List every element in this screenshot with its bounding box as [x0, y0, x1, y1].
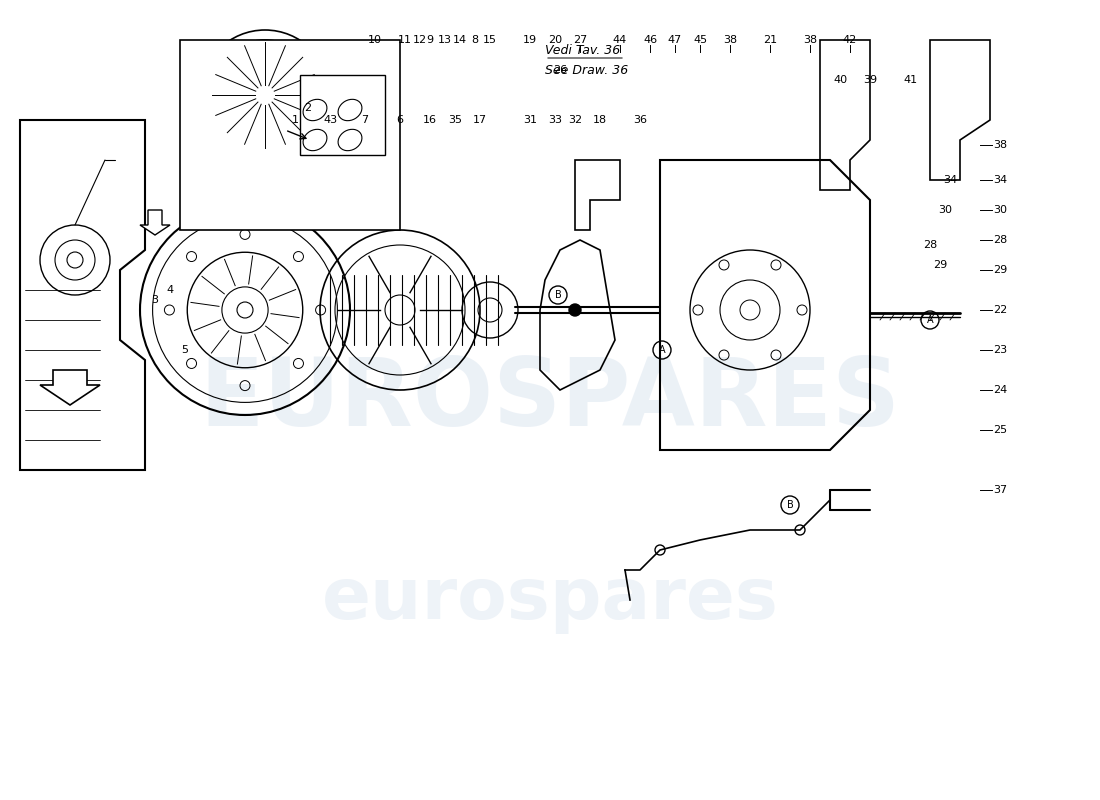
Text: 34: 34: [943, 175, 957, 185]
Text: 37: 37: [993, 485, 1008, 495]
Text: 25: 25: [993, 425, 1008, 435]
Text: 4: 4: [166, 285, 174, 295]
Text: 38: 38: [723, 35, 737, 45]
Text: 26: 26: [553, 65, 568, 75]
Text: 10: 10: [368, 35, 382, 45]
Bar: [180, 40, 400, 230]
Text: EUROSPARES: EUROSPARES: [199, 354, 901, 446]
Text: 33: 33: [548, 115, 562, 125]
Text: 31: 31: [522, 115, 537, 125]
Text: 30: 30: [993, 205, 1007, 215]
Text: See Draw. 36: See Draw. 36: [544, 63, 628, 77]
Text: 20: 20: [548, 35, 562, 45]
Text: 8: 8: [472, 35, 478, 45]
Text: A: A: [659, 345, 666, 355]
Text: 36: 36: [632, 115, 647, 125]
Text: 23: 23: [993, 345, 1008, 355]
Text: B: B: [786, 500, 793, 510]
Text: 43: 43: [323, 115, 337, 125]
Text: 24: 24: [993, 385, 1008, 395]
Text: 2: 2: [305, 103, 311, 113]
Text: 19: 19: [522, 35, 537, 45]
Text: 35: 35: [448, 115, 462, 125]
Text: 34: 34: [993, 175, 1008, 185]
Text: 28: 28: [923, 240, 937, 250]
Text: 1: 1: [292, 115, 298, 125]
Text: 11: 11: [398, 35, 412, 45]
Text: 47: 47: [668, 35, 682, 45]
Text: 45: 45: [693, 35, 707, 45]
Text: 12: 12: [412, 35, 427, 45]
Text: 17: 17: [473, 115, 487, 125]
Text: 30: 30: [938, 205, 952, 215]
Text: 29: 29: [993, 265, 1008, 275]
Circle shape: [569, 304, 581, 316]
Text: A: A: [926, 315, 933, 325]
Bar: [300, 75, 385, 155]
Text: 14: 14: [453, 35, 468, 45]
Text: 13: 13: [438, 35, 452, 45]
Text: 41: 41: [903, 75, 917, 85]
Text: 21: 21: [763, 35, 777, 45]
Text: 28: 28: [993, 235, 1008, 245]
Text: 46: 46: [642, 35, 657, 45]
Text: 22: 22: [993, 305, 1008, 315]
Text: 9: 9: [427, 35, 433, 45]
Text: 38: 38: [993, 140, 1008, 150]
Text: 18: 18: [593, 115, 607, 125]
Text: 40: 40: [833, 75, 847, 85]
Text: 39: 39: [862, 75, 877, 85]
Text: 15: 15: [483, 35, 497, 45]
Text: eurospares: eurospares: [321, 566, 779, 634]
Text: 27: 27: [573, 35, 587, 45]
Text: 42: 42: [843, 35, 857, 45]
Text: 16: 16: [424, 115, 437, 125]
Text: 5: 5: [182, 345, 188, 355]
Text: 3: 3: [152, 295, 158, 305]
Polygon shape: [40, 370, 100, 405]
Text: Vedi Tav. 36: Vedi Tav. 36: [544, 43, 620, 57]
Polygon shape: [140, 210, 170, 235]
Text: 32: 32: [568, 115, 582, 125]
Text: 38: 38: [803, 35, 817, 45]
Text: B: B: [554, 290, 561, 300]
Text: 29: 29: [933, 260, 947, 270]
Text: 7: 7: [362, 115, 369, 125]
Text: 44: 44: [613, 35, 627, 45]
Text: 6: 6: [396, 115, 404, 125]
